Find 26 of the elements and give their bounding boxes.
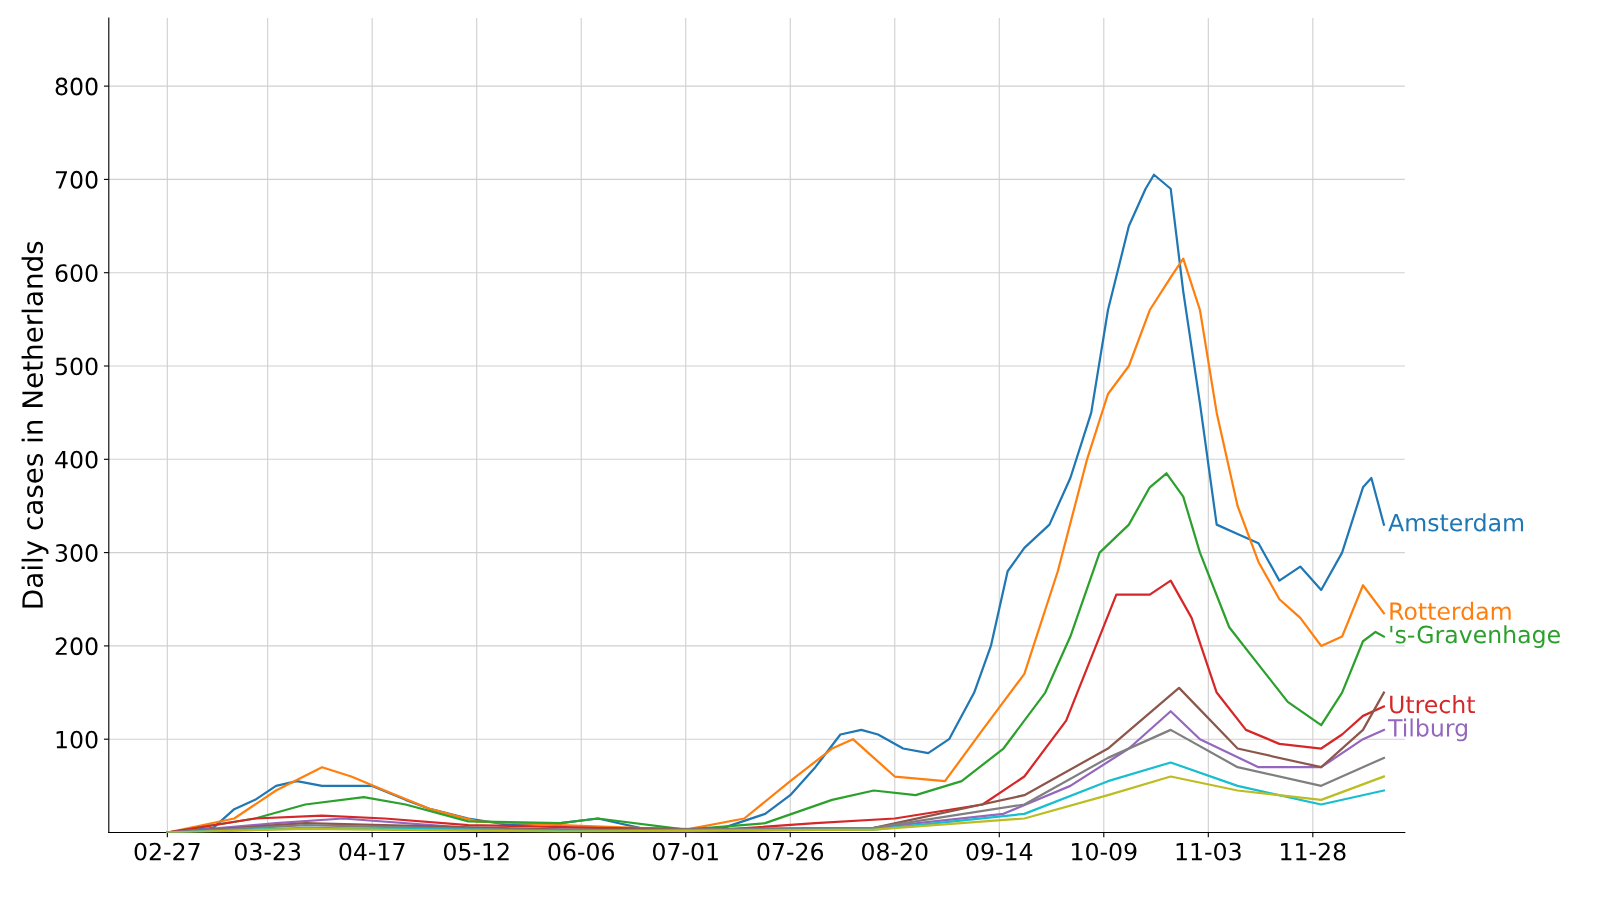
y-tick-label: 500: [55, 357, 98, 376]
series-label: Rotterdam: [1390, 601, 1511, 621]
y-tick-label: 300: [55, 544, 98, 562]
x-tick-label: 10-09: [1072, 842, 1137, 861]
x-tick-label: 06-06: [548, 842, 615, 861]
x-tick-label: 11-28: [1281, 842, 1346, 861]
x-tick-label: 11-03: [1176, 842, 1241, 861]
y-tick-label: 100: [56, 730, 98, 749]
x-tick-label: 08-20: [862, 842, 928, 861]
x-tick-label: 04-17: [339, 842, 405, 861]
y-axis-title: Daily cases in Netherlands: [21, 241, 49, 608]
y-tick-label: 400: [55, 450, 98, 469]
series-label: Utrecht: [1390, 695, 1475, 714]
series-label: Tilburg: [1388, 718, 1467, 742]
series-label: Amsterdam: [1388, 513, 1524, 532]
x-tick-label: 05-12: [443, 842, 509, 861]
x-tick-label: 02-27: [134, 842, 200, 861]
y-tick-label: 200: [55, 637, 98, 656]
x-tick-label: 07-26: [757, 842, 824, 861]
y-tick-label: 800: [55, 77, 98, 96]
x-tick-label: 03-23: [234, 842, 301, 861]
x-tick-label: 09-14: [966, 842, 1033, 861]
y-tick-label: 600: [55, 264, 98, 283]
x-tick-label: 07-01: [652, 842, 718, 861]
y-tick-label: 700: [55, 170, 98, 189]
series-label: 's-Gravenhage: [1390, 625, 1560, 648]
